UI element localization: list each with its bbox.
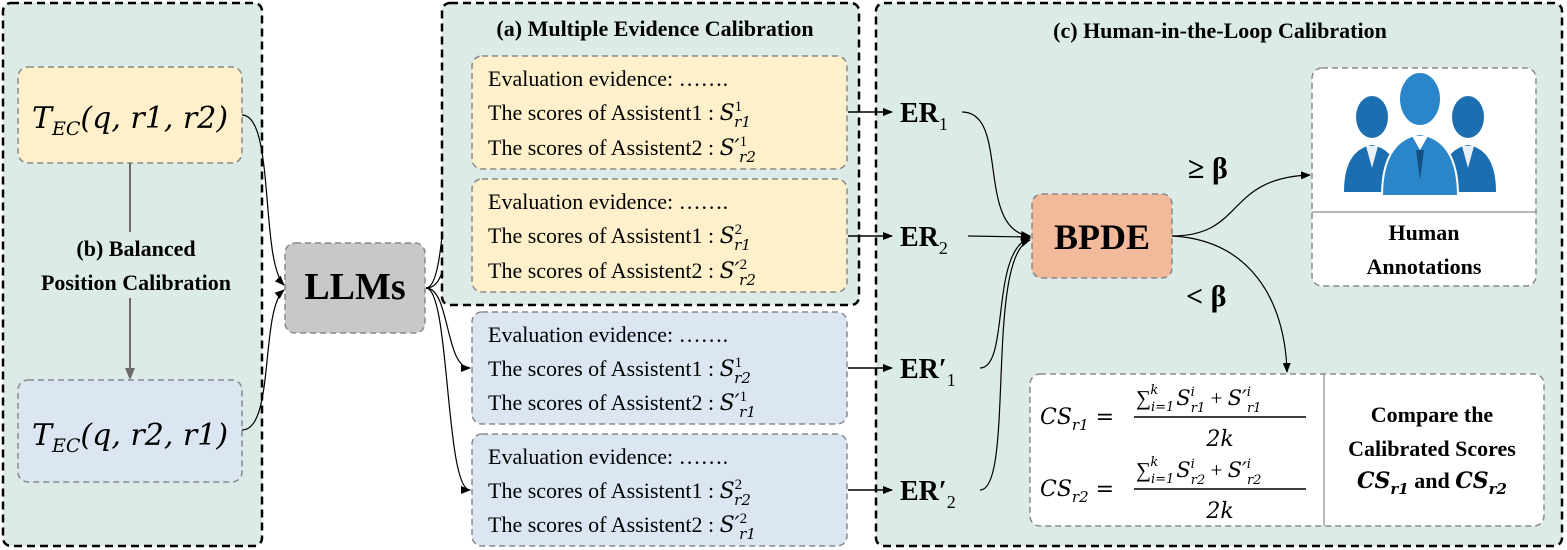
panel-c-title: (c) Human-in-the-Loop Calibration [1053,18,1387,43]
connector-er1-to-bpde [961,111,1031,239]
bpde-label: BPDE [1054,217,1150,257]
threshold-ge-beta: ≥ β [1188,152,1228,185]
er-label-3: ER′1 [900,354,956,390]
evidence-box-1: Evaluation evidence: ……. The scores of A… [471,55,848,170]
panel-a-title: (a) Multiple Evidence Calibration [496,16,813,41]
connector-er4-to-bpde [979,239,1031,491]
formula-cs-r2: CSr2 = ∑i=1k Si r2 + S′i r2 2k [1040,455,1306,524]
connector-top-template-to-llm [241,114,285,286]
human-annotations-line2: Annotations [1367,254,1482,279]
svg-text:CSr2 =: CSr2 = [1040,477,1114,506]
evidence-line: Evaluation evidence: ……. [488,444,728,469]
score-line-assistant1: The scores of Assistent1 : S2 r2 [488,477,751,509]
er-label-1: ER1 [900,98,948,134]
template-box-bottom [17,379,243,483]
score-line-assistant1: The scores of Assistent1 : S2 r1 [488,222,751,254]
compare-line2: Calibrated Scores [1348,436,1516,461]
calibrated-score-box [1029,373,1545,527]
evidence-line: Evaluation evidence: ……. [488,66,728,91]
svg-text:CSr1 =: CSr1 = [1040,405,1114,434]
connector-bpde-to-formula [1171,235,1291,373]
score-line-assistant2: The scores of Assistent2 : S′2 r1 [488,511,756,543]
connector-er3-to-bpde [979,236,1031,369]
connector-bottom-template-to-llm [241,289,285,431]
panel-b-label-line1: (b) Balanced [76,236,195,261]
er-label-2: ER2 [900,222,948,258]
score-line-assistant2: The scores of Assistent2 : S′1 r2 [488,134,756,166]
llm-label: LLMs [304,266,405,308]
score-line-assistant1: The scores of Assistent1 : S1 r2 [488,355,751,387]
panel-b-label-bg [24,232,236,298]
formula-cs-r1: CSr1 = ∑i=1k Si r1 + S′i r1 2k [1040,383,1306,452]
er-label-4: ER′2 [900,476,956,512]
bpde-box [1031,193,1173,279]
score-line-assistant2: The scores of Assistent2 : S′1 r1 [488,389,756,421]
score-line-assistant2: The scores of Assistent2 : S′2 r2 [488,257,756,289]
evidence-box-2: Evaluation evidence: ……. The scores of A… [471,178,848,293]
score-line-assistant1: The scores of Assistent1 : S1 r1 [488,99,751,131]
connector-llm-to-evidence-4 [425,287,471,494]
people-group-icon [1344,71,1496,197]
llm-box [284,242,426,334]
compare-line1: Compare the [1371,402,1494,427]
compare-line3: CSr1 and CSr2 [1357,468,1507,498]
evidence-box-3: Evaluation evidence: ……. The scores of A… [471,311,848,425]
svg-text:2k: 2k [1205,499,1233,524]
evidence-box-4: Evaluation evidence: ……. The scores of A… [471,433,848,547]
connector-llm-to-evidence-3 [425,287,471,372]
evidence-line: Evaluation evidence: ……. [488,189,728,214]
svg-text:2k: 2k [1205,427,1233,452]
connector-er2-to-bpde [967,232,1031,241]
panel-b-label-line2: Position Calibration [41,270,231,295]
evidence-line: Evaluation evidence: ……. [488,322,728,347]
template-bottom-text: TEC(q, r2, r1) [32,418,228,457]
connector-bpde-to-human [1171,171,1311,237]
human-annotations-line1: Human [1389,220,1460,245]
template-top-text: TEC(q, r1, r2) [32,101,228,140]
threshold-lt-beta: < β [1186,280,1226,313]
